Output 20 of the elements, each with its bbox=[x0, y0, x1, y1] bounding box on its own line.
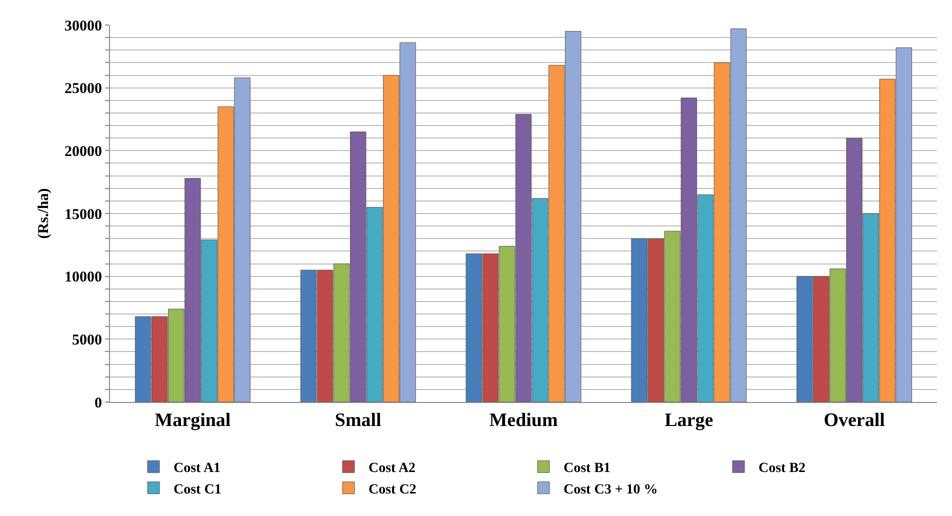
y-tick-label: 15000 bbox=[64, 206, 102, 223]
y-tick-label: 25000 bbox=[64, 81, 102, 98]
x-tick-label: Overall bbox=[824, 410, 885, 431]
y-tick-label: 0 bbox=[94, 395, 102, 412]
legend-label: Cost C1 bbox=[174, 482, 222, 498]
legend-label: Cost A1 bbox=[174, 461, 221, 476]
y-tick-label: 10000 bbox=[64, 270, 102, 286]
x-tick-label: Medium bbox=[489, 410, 558, 431]
legend-label: Cost C2 bbox=[368, 482, 416, 498]
y-tick-label: 20000 bbox=[64, 144, 102, 160]
y-tick-label: 30000 bbox=[64, 18, 102, 34]
legend-label: Cost B1 bbox=[564, 461, 611, 476]
legend-label: Cost B2 bbox=[758, 461, 806, 476]
legend-label: Cost C3 + 10 % bbox=[564, 482, 658, 498]
legend-label: Cost A2 bbox=[368, 461, 416, 476]
y-axis-title: (Rs./ha) bbox=[36, 188, 52, 239]
x-tick-label: Marginal bbox=[154, 410, 231, 431]
x-tick-label: Large bbox=[664, 410, 714, 431]
x-tick-label: Small bbox=[334, 410, 382, 431]
y-tick-label: 5000 bbox=[72, 332, 102, 348]
